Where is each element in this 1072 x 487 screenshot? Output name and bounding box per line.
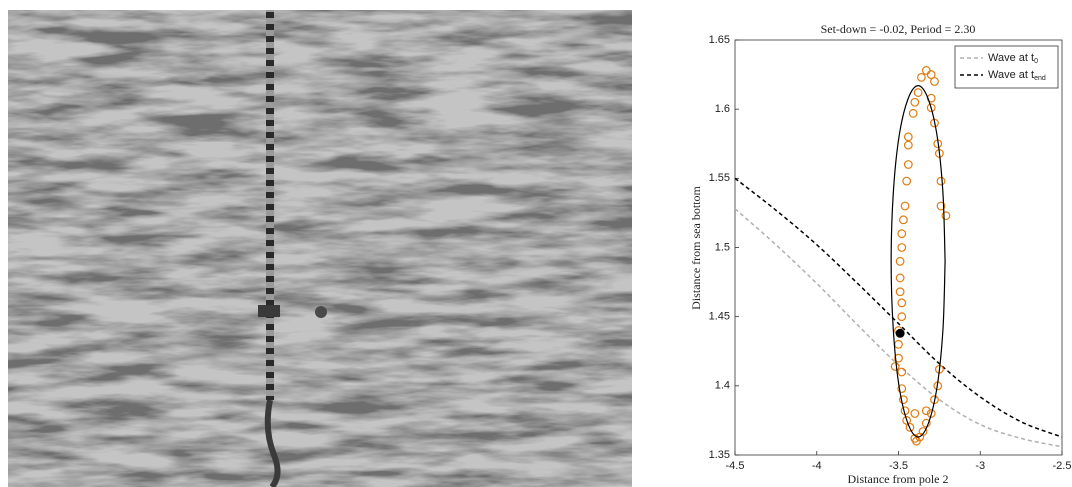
y-tick-label: 1.45 (709, 311, 730, 323)
legend-label: Wave at t0 (988, 52, 1038, 65)
figure: Set-down = -0.02, Period = 2.30 Distance… (0, 0, 1072, 487)
x-tick-label: -2.5 (1053, 460, 1072, 472)
orbit-point (898, 313, 906, 321)
y-tick-label: 1.65 (709, 34, 730, 46)
x-axis-label: Distance from pole 2 (848, 472, 949, 486)
orbit-point (905, 141, 913, 149)
legend-text: Wave at t (988, 52, 1034, 64)
orbit-point (896, 288, 904, 296)
y-tick-label: 1.35 (709, 449, 730, 461)
wave-line (735, 178, 1062, 437)
legend-subscript: end (1034, 75, 1046, 82)
marker-dot (896, 329, 905, 338)
orbit-point (895, 341, 903, 349)
orbit-point (898, 299, 906, 307)
chart: Set-down = -0.02, Period = 2.30 Distance… (689, 22, 1072, 486)
y-tick-label: 1.6 (715, 103, 730, 115)
orbit-point (918, 74, 926, 82)
orbit-point (911, 98, 919, 106)
pole (266, 10, 274, 400)
fitted-ellipse (891, 86, 945, 437)
orbit-point (911, 410, 919, 418)
orbit-point (896, 258, 904, 266)
orbit-point (931, 78, 939, 86)
orbit-point (901, 202, 909, 210)
legend-subscript: 0 (1034, 58, 1038, 65)
legend-text: Wave at t (988, 69, 1034, 81)
orbit-point (898, 230, 906, 238)
orbit-point (898, 244, 906, 252)
float (315, 306, 327, 318)
x-tick-label: -4.5 (726, 460, 745, 472)
orbit-point (905, 161, 913, 169)
y-axis-label: Distance from sea bottom (689, 186, 703, 310)
page: Set-down = -0.02, Period = 2.30 Distance… (0, 0, 1072, 487)
photo (8, 10, 632, 487)
orbit-point (914, 89, 922, 97)
orbit-point (896, 274, 904, 282)
y-tick-label: 1.4 (715, 380, 730, 392)
orbit-point (905, 133, 913, 141)
x-tick-label: -4 (812, 460, 822, 472)
orbit-point (903, 177, 911, 185)
y-tick-label: 1.55 (709, 172, 730, 184)
orbit-point (909, 110, 917, 118)
orbit-point (891, 363, 899, 371)
chart-title: Set-down = -0.02, Period = 2.30 (821, 22, 976, 36)
orbit-point (937, 177, 945, 185)
pole-clamp (258, 305, 280, 317)
wave-line (735, 209, 1062, 447)
y-tick-label: 1.5 (715, 241, 730, 253)
orbit-point (922, 67, 930, 75)
x-tick-label: -3.5 (889, 460, 908, 472)
x-tick-label: -3 (975, 460, 985, 472)
water-surface (8, 10, 632, 487)
orbit-point (900, 216, 908, 224)
orbit-point (898, 368, 906, 376)
